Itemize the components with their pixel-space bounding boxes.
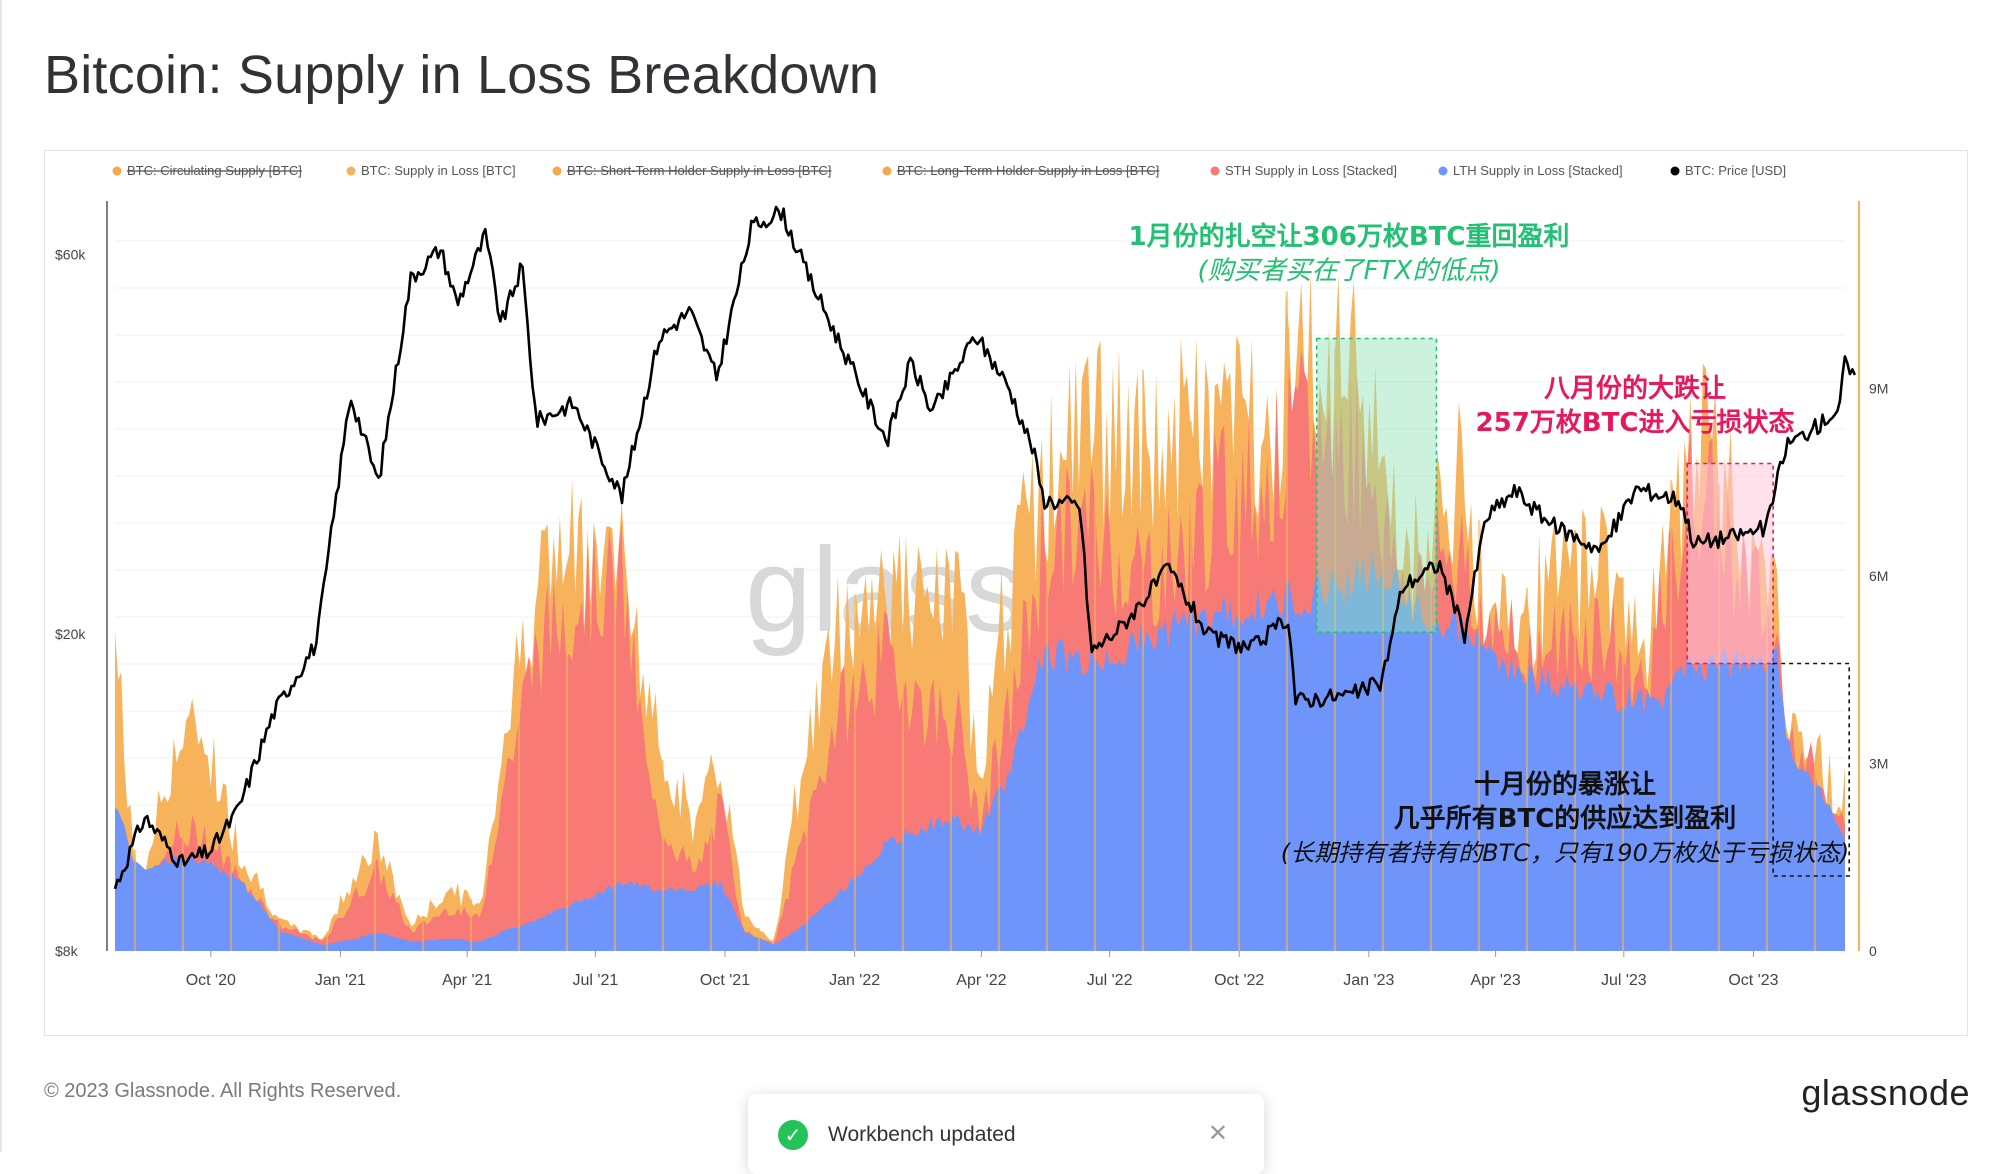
annotation-green-line: 1月份的扎空让306万枚BTC重回盈利 bbox=[1129, 221, 1570, 252]
x-tick-label: Oct '23 bbox=[1728, 972, 1778, 989]
footer-copyright: © 2023 Glassnode. All Rights Reserved. bbox=[44, 1080, 402, 1102]
x-tick-label: Jul '22 bbox=[1087, 972, 1133, 989]
y-left-tick-label: $20k bbox=[55, 626, 86, 642]
annotation-boxes bbox=[1315, 337, 1851, 877]
legend-marker bbox=[1670, 166, 1680, 176]
price-line-group bbox=[113, 205, 1857, 890]
annotation-pink-line: 八月份的大跌让 bbox=[1544, 373, 1726, 404]
page-title: Bitcoin: Supply in Loss Breakdown bbox=[44, 45, 880, 105]
lth-supply-area bbox=[115, 552, 1845, 951]
toast-notification: ✓ Workbench updated ✕ bbox=[748, 1094, 1264, 1174]
supply-in-loss-chart: BTC: Circulating Supply [BTC] BTC: Supply… bbox=[55, 163, 1888, 989]
glassnode-logo[interactable]: glassnode bbox=[1801, 1072, 1970, 1113]
y-right-tick-label: 6M bbox=[1869, 568, 1888, 584]
annotation-box-green bbox=[1315, 337, 1438, 634]
legend-marker bbox=[1438, 166, 1448, 176]
y-left-tick-label: $60k bbox=[55, 246, 86, 262]
legend-label: BTC: Price [USD] bbox=[1685, 163, 1786, 178]
x-tick-label: Jul '23 bbox=[1601, 972, 1647, 989]
x-tick-label: Jan '22 bbox=[829, 972, 880, 989]
legend-marker bbox=[112, 166, 122, 176]
x-tick-label: Jul '21 bbox=[573, 972, 619, 989]
chart-panel: BTC: Circulating Supply [BTC] BTC: Supply… bbox=[44, 150, 1968, 1036]
x-tick-label: Jan '21 bbox=[315, 972, 366, 989]
annotation-black-line: (长期持有者持有的BTC，只有190万枚处于亏损状态) bbox=[1281, 839, 1849, 867]
x-tick-label: Oct '22 bbox=[1214, 972, 1264, 989]
legend-marker bbox=[552, 166, 562, 176]
legend-label: STH Supply in Loss [Stacked] bbox=[1225, 163, 1397, 178]
y-left-tick-label: $8k bbox=[55, 943, 79, 959]
page-left-rule bbox=[0, 0, 2, 1152]
legend-marker bbox=[882, 166, 892, 176]
toast-message: Workbench updated bbox=[828, 1123, 1016, 1146]
legend-label: BTC: Circulating Supply [BTC] bbox=[127, 163, 302, 178]
chart-axes: $8k $20k $60k 0 3M 6M 9M Oct '20 Jan '21 Apr '21 J… bbox=[55, 201, 1888, 989]
x-tick-label: Oct '21 bbox=[700, 972, 750, 989]
supply-areas bbox=[115, 270, 1845, 952]
legend-label: LTH Supply in Loss [Stacked] bbox=[1453, 163, 1623, 178]
chart-legend: BTC: Circulating Supply [BTC] BTC: Supply… bbox=[112, 163, 1786, 178]
x-tick-label: Jan '23 bbox=[1343, 972, 1394, 989]
legend-label: BTC: Long-Term Holder Supply in Loss [BT… bbox=[897, 163, 1159, 178]
annotation-texts: 1月份的扎空让306万枚BTC重回盈利 (购买者买在了FTX的低点) 八月份的大跌让… bbox=[1129, 221, 1850, 867]
annotation-green-line: (购买者买在了FTX的低点) bbox=[1198, 256, 1501, 286]
close-icon[interactable]: ✕ bbox=[1207, 1119, 1228, 1147]
x-tick-label: Apr '23 bbox=[1471, 972, 1521, 989]
annotation-box-pink bbox=[1686, 462, 1774, 665]
price-line bbox=[113, 205, 1857, 890]
legend-marker bbox=[1210, 166, 1220, 176]
annotation-black-line: 几乎所有BTC的供应达到盈利 bbox=[1394, 803, 1737, 834]
annotation-black-line: 十月份的暴涨让 bbox=[1474, 769, 1656, 800]
x-tick-label: Apr '22 bbox=[956, 972, 1006, 989]
annotation-pink-line: 257万枚BTC进入亏损状态 bbox=[1476, 407, 1795, 438]
legend-marker bbox=[346, 166, 356, 176]
check-circle-icon: ✓ bbox=[778, 1120, 808, 1150]
orange-vertical-lines bbox=[134, 291, 1816, 951]
y-right-tick-label: 3M bbox=[1869, 756, 1888, 772]
legend-label: BTC: Short-Term Holder Supply in Loss [B… bbox=[567, 163, 831, 178]
y-right-tick-label: 0 bbox=[1869, 943, 1877, 959]
x-tick-label: Oct '20 bbox=[186, 972, 236, 989]
y-right-tick-label: 9M bbox=[1869, 381, 1888, 397]
legend-label: BTC: Supply in Loss [BTC] bbox=[361, 163, 516, 178]
x-tick-label: Apr '21 bbox=[442, 972, 492, 989]
